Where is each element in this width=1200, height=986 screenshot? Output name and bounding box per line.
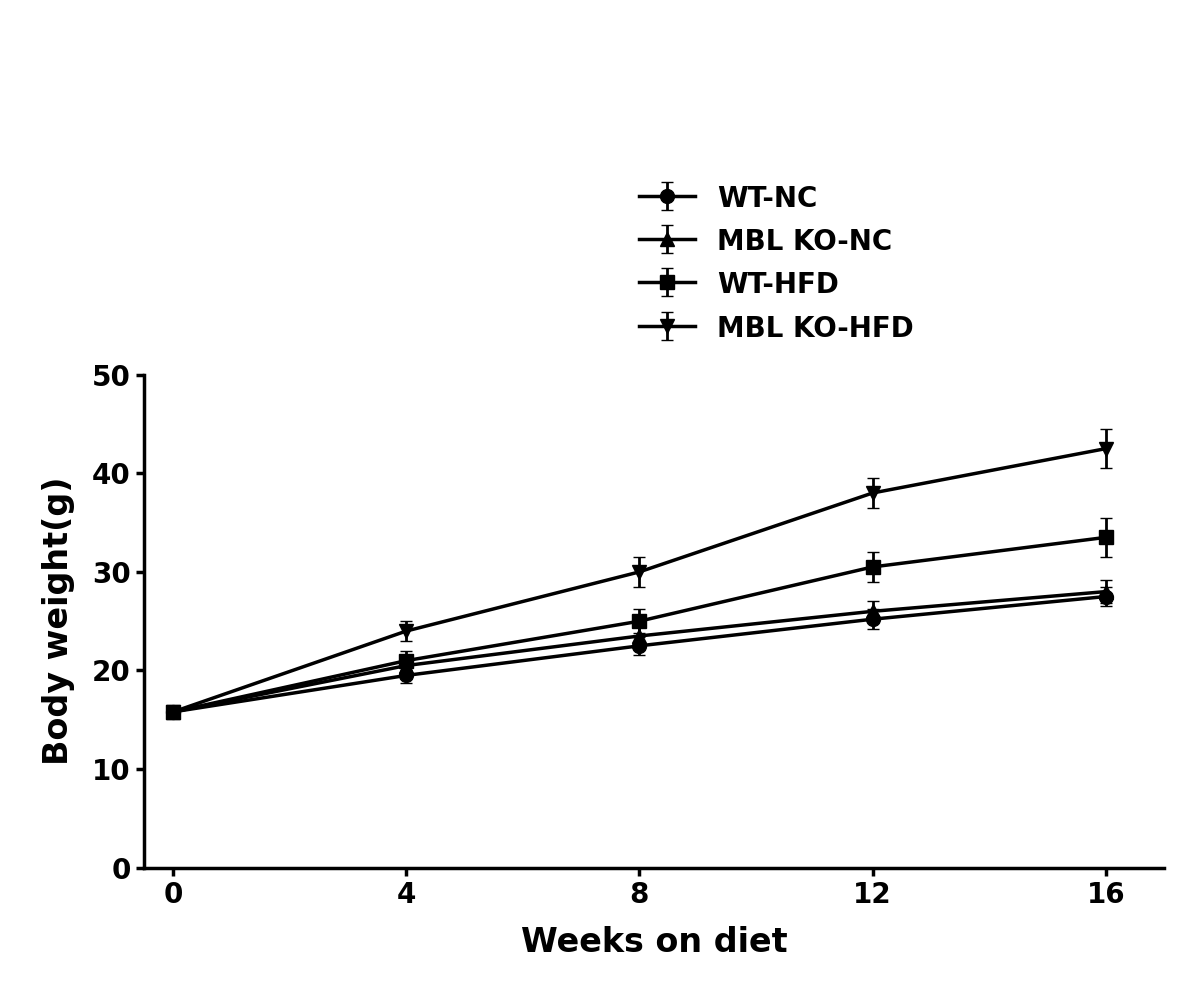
Legend: WT-NC, MBL KO-NC, WT-HFD, MBL KO-HFD: WT-NC, MBL KO-NC, WT-HFD, MBL KO-HFD	[631, 176, 922, 351]
Y-axis label: Body weight(g): Body weight(g)	[42, 477, 76, 765]
X-axis label: Weeks on diet: Weeks on diet	[521, 926, 787, 958]
